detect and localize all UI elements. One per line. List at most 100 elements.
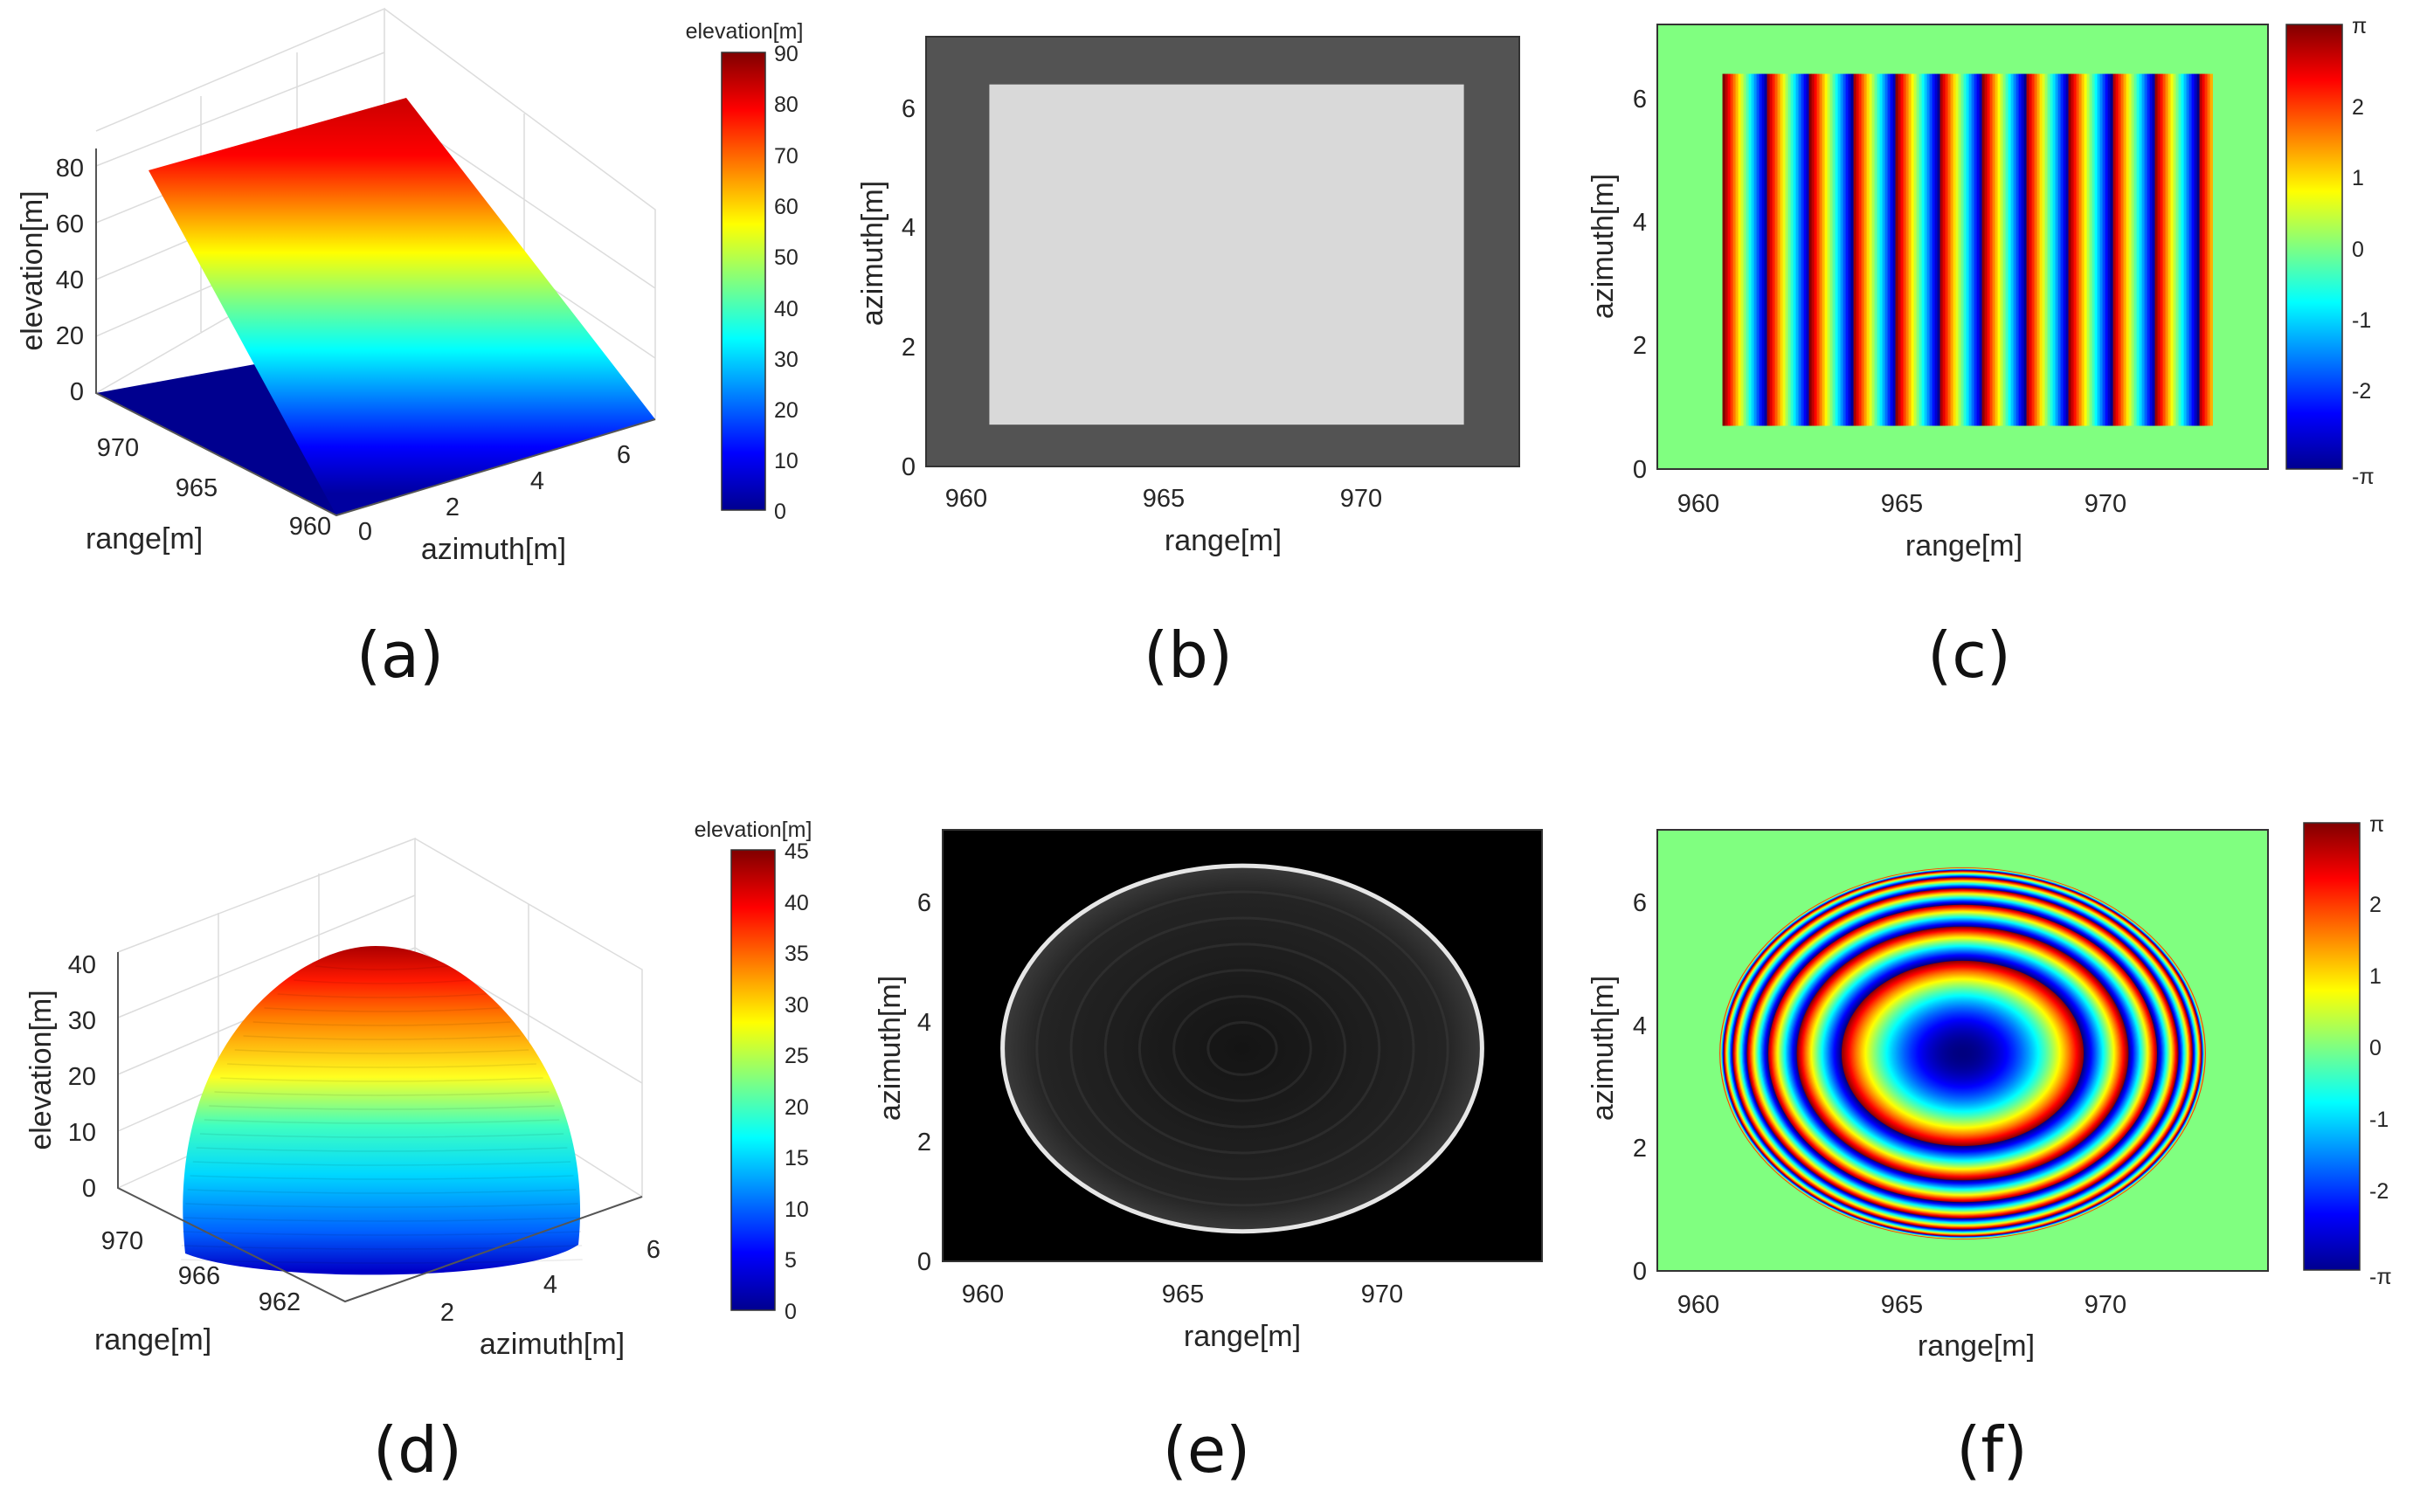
a-ytick-1: 2 xyxy=(446,494,460,521)
e-ring xyxy=(1207,1021,1278,1076)
svg-text:2: 2 xyxy=(2352,95,2364,120)
c-fringe-column xyxy=(1921,73,1925,426)
c-fringe-column xyxy=(1764,73,1767,426)
panel-d-axes xyxy=(117,952,643,1303)
c-fringe-column xyxy=(1843,73,1846,426)
c-fringe-column xyxy=(2178,73,2181,426)
dome-band xyxy=(192,1161,571,1166)
c-fringe-column xyxy=(2086,73,2090,426)
c-fringe-column xyxy=(1756,73,1760,426)
dome-band xyxy=(204,1119,560,1124)
c-fringe-column xyxy=(2115,73,2119,426)
e-ytick-0: 0 xyxy=(917,1248,931,1276)
d-ytick-1: 4 xyxy=(543,1271,557,1299)
c-fringe-column xyxy=(1919,73,1922,426)
c-fringe-column xyxy=(1960,73,1964,426)
c-fringe-column xyxy=(1879,73,1883,426)
e-ytick-1: 2 xyxy=(917,1129,931,1156)
c-fringe-column xyxy=(1958,73,1961,426)
c-fringe-column xyxy=(2202,73,2205,426)
c-fringe-column xyxy=(2084,73,2087,426)
c-fringe-column xyxy=(1955,73,1959,426)
svg-text:40: 40 xyxy=(774,297,799,321)
c-ytick-2: 4 xyxy=(1633,209,1647,237)
c-fringe-column xyxy=(2144,73,2147,426)
e-frame xyxy=(942,829,1543,1262)
a-xlabel: range[m] xyxy=(86,522,203,556)
caption-f: (f) xyxy=(1956,1413,2028,1487)
dome-band xyxy=(243,1035,521,1040)
dome-band xyxy=(185,1203,578,1208)
c-fringe-column xyxy=(2175,73,2179,426)
c-fringe-column xyxy=(2052,73,2056,426)
dome-band xyxy=(199,1133,564,1138)
c-fringe-column xyxy=(1853,73,1856,426)
svg-text:5: 5 xyxy=(785,1248,797,1273)
e-ring xyxy=(1172,995,1312,1102)
c-xlabel: range[m] xyxy=(1905,529,2022,563)
f-frame xyxy=(1656,829,2269,1272)
d-ztick-0: 0 xyxy=(82,1175,96,1203)
c-fringe-column xyxy=(1861,73,1864,426)
c-fringe-column xyxy=(1816,73,1820,426)
c-ytick-1: 2 xyxy=(1633,332,1647,360)
c-fringe-column xyxy=(1869,73,1872,426)
c-fringe-column xyxy=(2089,73,2092,426)
c-fringe-column xyxy=(1895,73,1898,426)
c-fringe-column xyxy=(2060,73,2064,426)
c-fringe-column xyxy=(1916,73,1919,426)
c-fringe-column xyxy=(2039,73,2043,426)
c-fringe-column xyxy=(1947,73,1951,426)
c-fringe-column xyxy=(1987,73,1990,426)
b-xtick-2: 970 xyxy=(1340,485,1382,513)
c-fringe-column xyxy=(2186,73,2189,426)
c-fringe-column xyxy=(2165,73,2168,426)
c-fringe-column xyxy=(2194,73,2197,426)
dome-band xyxy=(294,979,470,984)
c-fringe-column xyxy=(1866,73,1870,426)
e-ring xyxy=(1035,890,1449,1207)
a-xtick-2: 970 xyxy=(97,434,139,462)
ramp-surface xyxy=(149,98,655,515)
c-fringe-column xyxy=(1808,73,1812,426)
c-fringe-column xyxy=(2136,73,2140,426)
c-fringe-column xyxy=(1798,73,1801,426)
d-colorbar xyxy=(730,849,776,1311)
c-fringe-column xyxy=(2209,73,2213,426)
c-fringe-column xyxy=(1963,73,1967,426)
d-colorbar-ticks: 0 5 10 15 20 25 30 35 40 45 xyxy=(785,839,809,1324)
c-fringe-column xyxy=(1735,73,1739,426)
c-fringe-column xyxy=(2092,73,2095,426)
c-fringe-column xyxy=(1882,73,1885,426)
caption-c: (c) xyxy=(1927,618,2011,692)
svg-text:50: 50 xyxy=(774,245,799,270)
c-fringe-column xyxy=(2023,73,2027,426)
c-fringe-column xyxy=(1903,73,1906,426)
caption-a: (a) xyxy=(356,618,444,692)
c-fringe-column xyxy=(2068,73,2071,426)
c-fringe-column xyxy=(1953,73,1956,426)
e-ring xyxy=(1137,969,1347,1129)
svg-text:1: 1 xyxy=(2352,166,2364,190)
c-fringe-column xyxy=(2047,73,2050,426)
a-ytick-3: 6 xyxy=(617,441,631,469)
c-fringe-column xyxy=(1945,73,1948,426)
c-fringe-column xyxy=(1774,73,1778,426)
c-fringe-column xyxy=(2157,73,2161,426)
caption-e: (e) xyxy=(1163,1413,1250,1487)
f-xtick-2: 970 xyxy=(2085,1291,2126,1319)
panel-d-3d-dome: 0 10 20 30 40 elevation[m] 962 966 970 r… xyxy=(24,818,812,1487)
c-fringe-column xyxy=(2120,73,2124,426)
svg-text:30: 30 xyxy=(774,348,799,372)
d-xtick-1: 966 xyxy=(178,1262,220,1290)
c-fringe-column xyxy=(2168,73,2171,426)
a-ylabel: azimuth[m] xyxy=(421,533,566,566)
c-fringe-column xyxy=(1911,73,1914,426)
c-fringe-column xyxy=(1898,73,1901,426)
f-phase-ring xyxy=(1961,1053,1964,1054)
dome-band xyxy=(187,1189,577,1194)
c-fringe-column xyxy=(1848,73,1851,426)
e-faint-rings xyxy=(1035,890,1449,1207)
c-fringe-column xyxy=(2112,73,2116,426)
c-fringe-column xyxy=(1759,73,1762,426)
